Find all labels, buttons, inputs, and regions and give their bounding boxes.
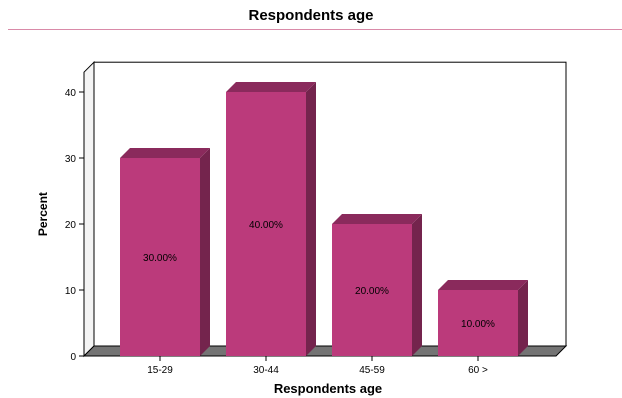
bar-side: [306, 82, 316, 356]
x-tick-label: 15-29: [147, 365, 173, 376]
y-axis-title: Percent: [36, 192, 50, 236]
bar-side: [518, 280, 528, 356]
bar: [120, 158, 200, 356]
bar-top: [438, 280, 528, 290]
bar-data-label: 40.00%: [249, 220, 283, 231]
bar-side: [200, 148, 210, 356]
bar-data-label: 20.00%: [355, 286, 389, 297]
y-tick-label: 30: [65, 154, 77, 165]
title-divider: [8, 29, 622, 30]
bar: [438, 290, 518, 356]
page-title: Respondents age: [248, 7, 374, 24]
x-tick-label: 45-59: [359, 365, 385, 376]
y-tick-label: 20: [65, 220, 77, 231]
chart-side-wall: [83, 60, 95, 358]
x-axis-title: Respondents age: [274, 381, 382, 396]
x-tick-label: 60 >: [468, 365, 488, 376]
bar-top: [226, 82, 316, 92]
y-tick-label: 10: [65, 286, 77, 297]
bar-data-label: 10.00%: [461, 319, 495, 330]
bar: [226, 92, 306, 356]
bar-top: [120, 148, 210, 158]
bar-side: [412, 214, 422, 356]
y-tick-label: 0: [70, 352, 76, 363]
bar-data-label: 30.00%: [143, 253, 177, 264]
x-tick-label: 30-44: [253, 365, 279, 376]
bar-top: [332, 214, 422, 224]
bar: [332, 224, 412, 356]
y-tick-label: 40: [65, 88, 77, 99]
